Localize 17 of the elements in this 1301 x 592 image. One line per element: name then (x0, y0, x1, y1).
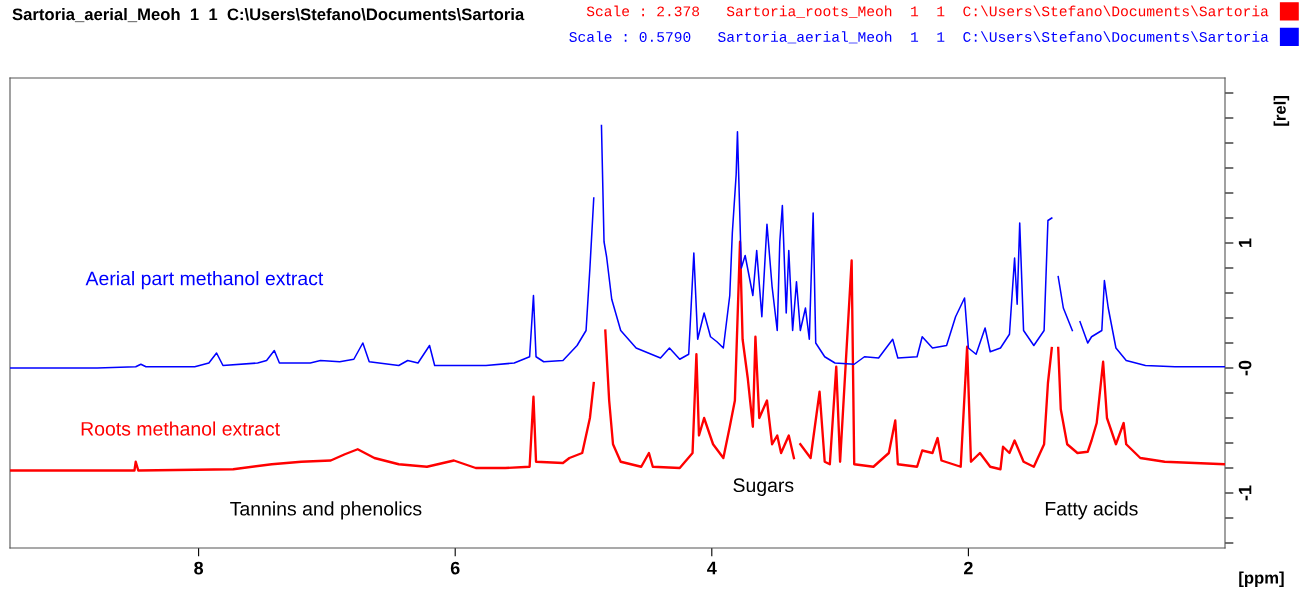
annotation: Aerial part methanol extract (85, 271, 324, 290)
chart-title: Sartoria_aerial_Meoh 1 1 C:\Users\Stefano\Documents\Sartoria (12, 7, 525, 23)
x-tick-label: 4 (707, 561, 717, 575)
x-tick-label: 8 (194, 561, 204, 575)
legend-label: Scale : 0.5790 Sartoria_aerial_Meoh 1 1 C:\Users\Stefano\Documents\Sartoria (569, 31, 1269, 44)
y-tick-label: -1 (1238, 485, 1252, 501)
legend-label: Scale : 2.378 Sartoria_roots_Meoh 1 1 C:\Users\Stefano\Documents\Sartoria (586, 5, 1269, 18)
x-tick-label: 6 (450, 561, 460, 575)
x-tick-label: 2 (964, 561, 973, 575)
y-axis-title: [rel] (1273, 96, 1290, 126)
x-axis-title: [ppm] (1239, 571, 1284, 588)
annotation: Sugars (733, 478, 794, 496)
y-tick-label: 1 (1238, 238, 1252, 247)
y-tick-label: -0 (1238, 360, 1252, 376)
annotation: Fatty acids (1045, 501, 1138, 520)
annotation: Roots methanol extract (81, 421, 280, 436)
annotation: Tannins and phenolics (230, 501, 422, 520)
